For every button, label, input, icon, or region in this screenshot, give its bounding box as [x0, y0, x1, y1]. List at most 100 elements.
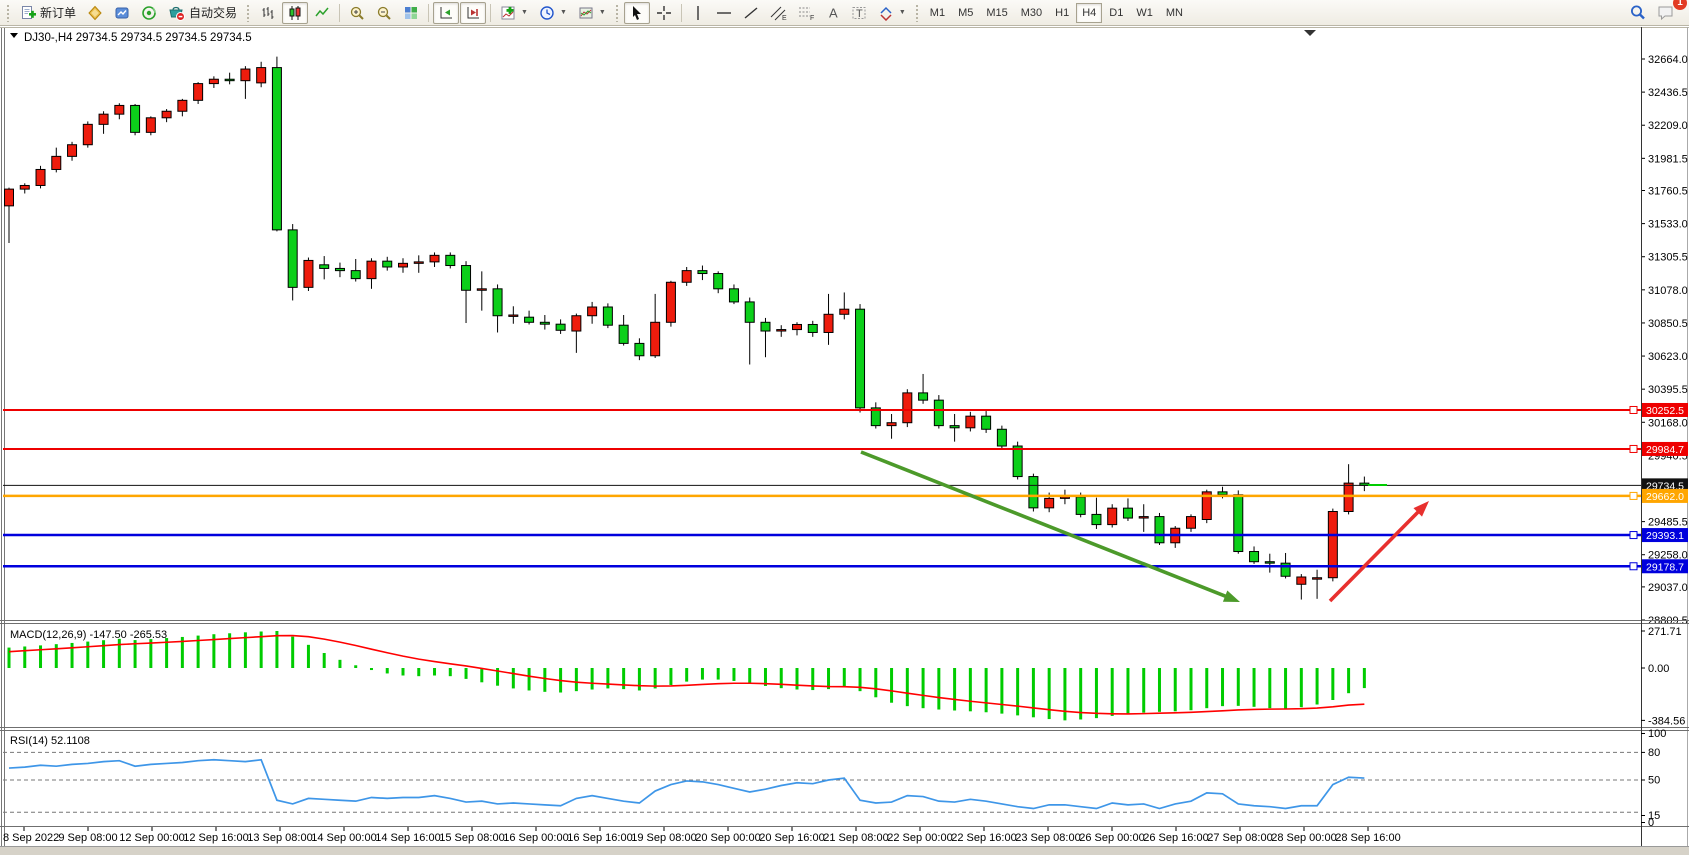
candle-body	[114, 104, 125, 115]
zoom-out-button[interactable]	[371, 2, 397, 24]
search-icon	[1631, 5, 1645, 20]
data-window-button[interactable]	[136, 2, 162, 24]
candle-body	[1217, 491, 1228, 496]
candle-body	[1154, 516, 1165, 544]
candle-body	[224, 78, 235, 82]
time-label: 12 Sep 16:00	[183, 832, 248, 844]
chart-shift-icon	[467, 6, 480, 18]
svg-text:A: A	[829, 5, 838, 20]
chart-canvas[interactable]: 32664.0 32436.5 32209.0 31981.5 31760.5 31533…	[0, 27, 1689, 855]
candle-body	[1249, 551, 1260, 563]
zoom-in-button[interactable]	[344, 2, 370, 24]
price-tick-label: 29485.5	[1648, 517, 1688, 529]
timeframe-button-m15[interactable]: M15	[980, 3, 1013, 23]
rsi-level-label: 50	[1648, 775, 1660, 787]
up-trend-arrow[interactable]	[1328, 501, 1429, 603]
candle-body	[697, 270, 708, 275]
candle-body	[334, 267, 345, 272]
chart-shift-marker[interactable]	[1304, 30, 1316, 36]
timeframe-button-m1[interactable]: M1	[924, 3, 951, 23]
profiles-button[interactable]	[82, 2, 108, 24]
candlestick-chart-button[interactable]	[282, 1, 309, 24]
toolbar: 新订单 自动交易 ▼ ▼	[0, 0, 1689, 26]
indicators-button[interactable]: ▼	[495, 2, 533, 24]
candle-body	[240, 68, 251, 82]
candle-body	[1044, 497, 1055, 509]
rsi-line	[8, 758, 1365, 810]
crosshair-button[interactable]	[651, 2, 677, 24]
candle-body	[177, 99, 188, 112]
price-tick-label: 30623.0	[1648, 351, 1688, 363]
templates-icon	[579, 7, 593, 18]
down-trend-arrow[interactable]	[860, 450, 1240, 602]
candle-body	[82, 123, 93, 146]
arrows-button[interactable]: ▼	[873, 2, 911, 24]
candle-body	[398, 262, 408, 268]
candle-body	[98, 113, 109, 125]
timeframe-group: M1 M5 M15 M30 H1 H4 D1 W1 MN	[924, 2, 1189, 23]
time-label: 13 Sep 08:00	[247, 832, 312, 844]
price-tick-label: 31305.5	[1648, 252, 1688, 264]
candle-body	[1012, 445, 1023, 478]
vertical-line-button[interactable]	[686, 2, 710, 24]
timeframe-button-m30[interactable]: M30	[1015, 3, 1048, 23]
notification-badge[interactable]: 1	[1673, 0, 1687, 10]
macd-signal-line	[8, 634, 1365, 715]
candle-body	[587, 306, 598, 317]
new-order-label: 新订单	[40, 6, 77, 20]
new-order-button[interactable]: 新订单	[15, 2, 81, 24]
rsi-label: RSI(14) 52.1108	[10, 735, 90, 747]
text-button[interactable]: A	[821, 2, 845, 24]
candle-body	[792, 323, 802, 331]
timeframe-button-h1[interactable]: H1	[1049, 3, 1075, 23]
timeframe-button-w1[interactable]: W1	[1130, 3, 1159, 23]
equidistant-channel-icon: E	[770, 6, 787, 21]
timeframe-button-d1[interactable]: D1	[1103, 3, 1129, 23]
horizontal-line-icon	[716, 11, 731, 14]
candle-body	[445, 254, 456, 267]
toolbar-grip[interactable]	[614, 3, 620, 22]
candle-body	[508, 314, 519, 317]
symbol-dropdown-icon[interactable]	[10, 33, 18, 38]
search-button[interactable]	[1624, 2, 1651, 24]
rsi-level-label: 0	[1648, 817, 1654, 829]
line-chart-button[interactable]	[309, 2, 335, 24]
candle-body	[1186, 516, 1196, 529]
trendline-button[interactable]	[738, 2, 764, 24]
auto-scroll-button[interactable]	[433, 1, 460, 24]
price-tick-label: 30168.0	[1648, 417, 1688, 429]
horizontal-line-button[interactable]	[711, 2, 737, 24]
timeframe-button-h4[interactable]: H4	[1076, 2, 1103, 23]
candle-body	[776, 329, 787, 332]
timeframe-button-mn[interactable]: MN	[1160, 3, 1189, 23]
candle-body	[555, 323, 566, 331]
fibonacci-button[interactable]: F	[793, 2, 820, 24]
price-badge	[1642, 559, 1688, 574]
tile-windows-button[interactable]	[398, 2, 424, 24]
cursor-button[interactable]	[623, 1, 650, 24]
line-anchor	[1629, 531, 1638, 540]
time-label: 23 Sep 08:00	[1015, 832, 1080, 844]
timeframe-button-m5[interactable]: M5	[952, 3, 979, 23]
market-watch-button[interactable]	[109, 2, 135, 24]
price-badge-label: 29393.1	[1646, 530, 1684, 542]
candle-body	[51, 155, 62, 170]
time-label: 16 Sep 00:00	[503, 832, 568, 844]
templates-button[interactable]: ▼	[573, 2, 611, 24]
autotrade-button[interactable]: 自动交易	[163, 2, 242, 24]
equidistant-channel-button[interactable]: E	[765, 2, 792, 24]
toolbar-grip[interactable]	[246, 3, 252, 22]
time-label: 28 Sep 00:00	[1271, 832, 1336, 844]
candle-body	[870, 407, 881, 427]
periods-button[interactable]: ▼	[534, 2, 572, 24]
toolbar-grip[interactable]	[6, 3, 11, 22]
chevron-down-icon: ▼	[559, 9, 567, 16]
price-badge-label: 30252.5	[1646, 405, 1684, 417]
chart-shift-button[interactable]	[460, 1, 487, 24]
chat-button[interactable]	[1652, 2, 1680, 24]
time-label: 20 Sep 00:00	[695, 832, 760, 844]
text-icon: A	[829, 5, 838, 20]
text-label-button[interactable]: T	[846, 2, 872, 24]
toolbar-grip[interactable]	[914, 3, 920, 22]
bar-chart-button[interactable]	[255, 2, 281, 24]
